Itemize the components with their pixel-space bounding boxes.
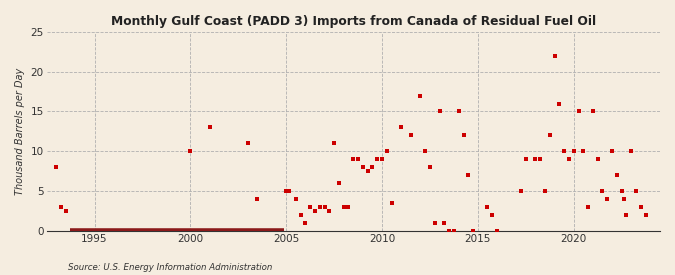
Point <box>535 157 545 161</box>
Point <box>640 213 651 217</box>
Point <box>443 229 454 233</box>
Point <box>458 133 469 138</box>
Point <box>530 157 541 161</box>
Text: Source: U.S. Energy Information Administration: Source: U.S. Energy Information Administ… <box>68 263 272 272</box>
Point <box>616 189 627 193</box>
Point <box>185 149 196 153</box>
Point <box>448 229 459 233</box>
Point <box>554 101 565 106</box>
Point <box>626 149 637 153</box>
Point <box>348 157 358 161</box>
Point <box>381 149 392 153</box>
Point <box>290 197 301 201</box>
Point <box>487 213 497 217</box>
Point <box>583 205 593 209</box>
Point <box>454 109 464 114</box>
Point <box>204 125 215 130</box>
Point <box>425 165 435 169</box>
Point <box>520 157 531 161</box>
Point <box>621 213 632 217</box>
Point <box>315 205 325 209</box>
Point <box>607 149 618 153</box>
Point <box>597 189 608 193</box>
Point <box>516 189 526 193</box>
Point <box>420 149 431 153</box>
Point <box>559 149 570 153</box>
Point <box>304 205 315 209</box>
Point <box>372 157 383 161</box>
Point <box>352 157 363 161</box>
Point <box>549 54 560 58</box>
Point <box>310 209 321 213</box>
Point <box>564 157 574 161</box>
Point <box>578 149 589 153</box>
Point <box>377 157 387 161</box>
Point <box>329 141 340 145</box>
Point <box>592 157 603 161</box>
Point <box>463 173 474 177</box>
Point <box>429 221 440 225</box>
Point <box>367 165 378 169</box>
Point <box>587 109 598 114</box>
Point <box>284 189 294 193</box>
Point <box>343 205 354 209</box>
Point <box>406 133 416 138</box>
Point <box>242 141 253 145</box>
Point <box>602 197 613 201</box>
Point <box>568 149 579 153</box>
Point <box>544 133 555 138</box>
Point <box>252 197 263 201</box>
Point <box>630 189 641 193</box>
Point <box>324 209 335 213</box>
Point <box>338 205 349 209</box>
Point <box>434 109 445 114</box>
Point <box>539 189 550 193</box>
Point <box>55 205 66 209</box>
Point <box>362 169 373 173</box>
Point <box>319 205 330 209</box>
Y-axis label: Thousand Barrels per Day: Thousand Barrels per Day <box>15 68 25 195</box>
Point <box>396 125 406 130</box>
Point <box>295 213 306 217</box>
Point <box>635 205 646 209</box>
Title: Monthly Gulf Coast (PADD 3) Imports from Canada of Residual Fuel Oil: Monthly Gulf Coast (PADD 3) Imports from… <box>111 15 596 28</box>
Point <box>333 181 344 185</box>
Point <box>612 173 622 177</box>
Point <box>491 229 502 233</box>
Point <box>573 109 584 114</box>
Point <box>439 221 450 225</box>
Point <box>281 189 292 193</box>
Point <box>415 93 426 98</box>
Point <box>482 205 493 209</box>
Point <box>51 165 61 169</box>
Point <box>358 165 369 169</box>
Point <box>386 201 397 205</box>
Point <box>618 197 629 201</box>
Point <box>300 221 310 225</box>
Point <box>60 209 71 213</box>
Point <box>468 229 479 233</box>
